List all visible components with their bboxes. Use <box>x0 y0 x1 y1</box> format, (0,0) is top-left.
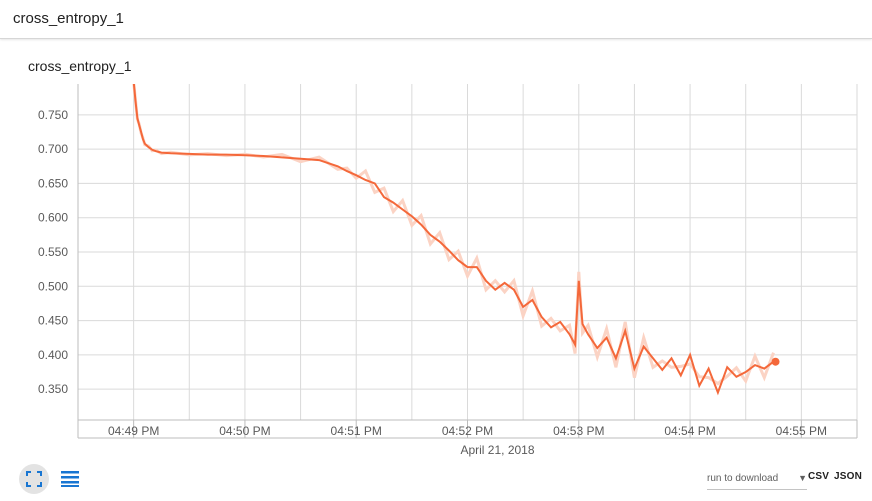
chart-labels: 0.350 0.400 0.450 0.500 0.550 0.600 0.650 0.700… <box>38 108 827 457</box>
x-tick-label: 04:49 PM <box>108 424 159 438</box>
raw-series-line <box>132 84 775 386</box>
json-button[interactable]: JSON <box>834 471 863 482</box>
header-title: cross_entropy_1 <box>13 10 124 27</box>
data-selection-button[interactable] <box>60 467 80 489</box>
data-selection-icon <box>61 471 79 487</box>
x-tick-label: 04:52 PM <box>442 424 493 438</box>
run-header: cross_entropy_1 <box>0 0 872 39</box>
y-tick-label: 0.600 <box>38 211 68 225</box>
series-line <box>132 84 775 396</box>
x-tick-label: 04:54 PM <box>664 424 715 438</box>
csv-button[interactable]: CSV <box>808 471 830 482</box>
x-tick-label: 04:51 PM <box>331 424 382 438</box>
y-tick-label: 0.750 <box>38 108 68 122</box>
last-value-marker <box>771 357 780 366</box>
y-tick-label: 0.400 <box>38 348 68 362</box>
chart-title: cross_entropy_1 <box>28 58 132 74</box>
y-tick-label: 0.650 <box>38 176 68 190</box>
chart-grid <box>77 84 858 420</box>
y-tick-label: 0.700 <box>38 142 68 156</box>
x-axis-date-label: April 21, 2018 <box>460 443 534 457</box>
chart-series <box>132 84 780 396</box>
dropdown-arrow-icon: ▼ <box>798 473 807 483</box>
y-tick-label: 0.500 <box>38 279 68 293</box>
download-label: run to download <box>707 473 779 484</box>
y-tick-label: 0.550 <box>38 245 68 259</box>
run-download-select[interactable]: run to download ▼ <box>707 473 807 490</box>
fit-domain-button[interactable] <box>19 464 49 494</box>
fit-to-domain-icon <box>26 471 42 487</box>
y-tick-label: 0.350 <box>38 382 68 396</box>
x-tick-label: 04:50 PM <box>219 424 270 438</box>
chart-axes <box>77 84 858 439</box>
x-tick-label: 04:55 PM <box>776 424 827 438</box>
y-tick-label: 0.450 <box>38 314 68 328</box>
x-tick-label: 04:53 PM <box>553 424 604 438</box>
